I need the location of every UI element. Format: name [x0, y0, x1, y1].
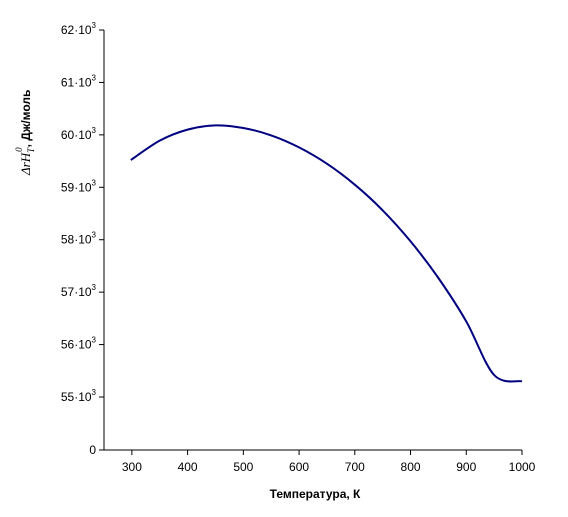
x-tick-label: 500: [233, 460, 253, 474]
x-tick-label: 1000: [509, 460, 536, 474]
y-tick-label: 61·103: [61, 73, 97, 89]
y-axis-title-sup: 0: [14, 147, 24, 152]
chart-axes: [103, 30, 522, 451]
y-tick-label: 62·103: [61, 21, 97, 37]
x-axis-title: Температура, К: [270, 487, 361, 501]
x-tick-label: 300: [122, 460, 142, 474]
x-tick-label: 900: [456, 460, 476, 474]
y-tick-label: 0: [89, 443, 96, 457]
series-line: [130, 124, 523, 383]
y-axis-title-r: r: [18, 161, 33, 167]
x-tick-label: 800: [401, 460, 421, 474]
y-tick-label: 60·103: [61, 126, 97, 142]
x-ticks: 300 400 500 600 700 800 900 1000: [122, 450, 536, 474]
x-tick-label: 600: [289, 460, 309, 474]
y-tick-label: 57·103: [61, 283, 97, 299]
svg-text:ΔrHT0, Дж/моль: ΔrHT0, Дж/моль: [14, 90, 36, 176]
y-axis-title-h: H: [18, 152, 33, 163]
y-ticks: 0 55·103 56·103 57·103 58·103 59·103 60·103 61·…: [61, 21, 104, 457]
y-tick-label: 56·103: [61, 336, 97, 352]
y-tick-label: 59·103: [61, 178, 97, 194]
y-tick-label: 58·103: [61, 231, 97, 247]
y-axis-title-unit: , Дж/моль: [19, 90, 33, 148]
y-axis-title-delta: Δ: [18, 167, 33, 176]
x-tick-label: 400: [178, 460, 198, 474]
y-axis-title: ΔrHT0, Дж/моль: [14, 90, 36, 176]
x-tick-label: 700: [345, 460, 365, 474]
y-axis-title-sub: T: [26, 147, 36, 153]
series-group: [130, 124, 523, 383]
y-tick-label: 55·103: [61, 388, 97, 404]
